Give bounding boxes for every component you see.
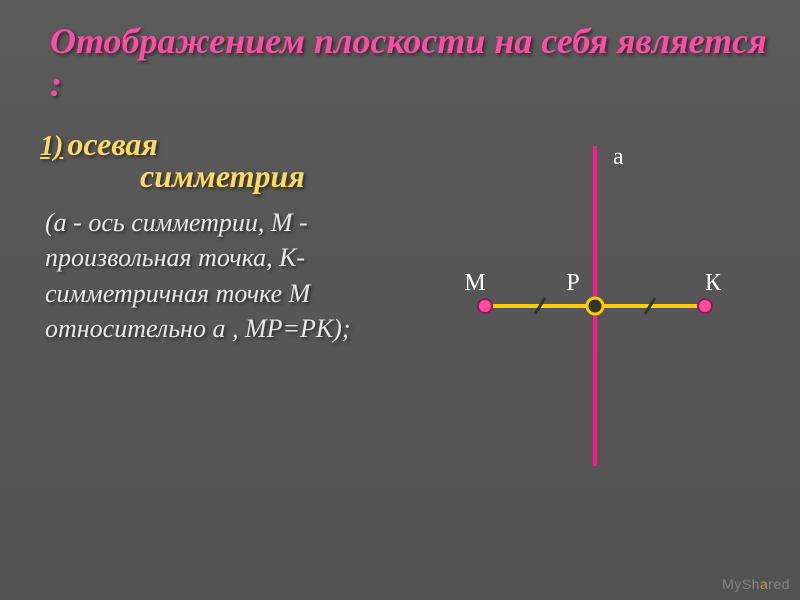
label-k: К [705,270,722,296]
point-k [698,299,712,313]
label-axis: а [613,144,624,170]
item-title-line1: осевая [67,126,158,162]
label-m: М [464,270,485,296]
content-area: 1) осевая симметрия (а - ось симметрии, … [0,116,800,506]
label-p: Р [566,270,579,296]
slide-title: Отображением плоскости на себя является … [0,0,800,116]
item-title-line2: симметрия [40,158,400,195]
symmetry-diagram: а М Р К [400,126,760,506]
item-number: 1) [40,131,63,162]
item-description: (а - ось симметрии, М - произвольная точ… [40,205,400,345]
watermark-prefix: MySh [722,576,760,592]
point-m [478,299,492,313]
point-p [587,298,603,314]
watermark-suffix: red [768,576,790,592]
text-column: 1) осевая симметрия (а - ось симметрии, … [30,126,400,506]
diagram-svg: а М Р К [400,126,760,506]
watermark: MyShared [722,576,790,592]
